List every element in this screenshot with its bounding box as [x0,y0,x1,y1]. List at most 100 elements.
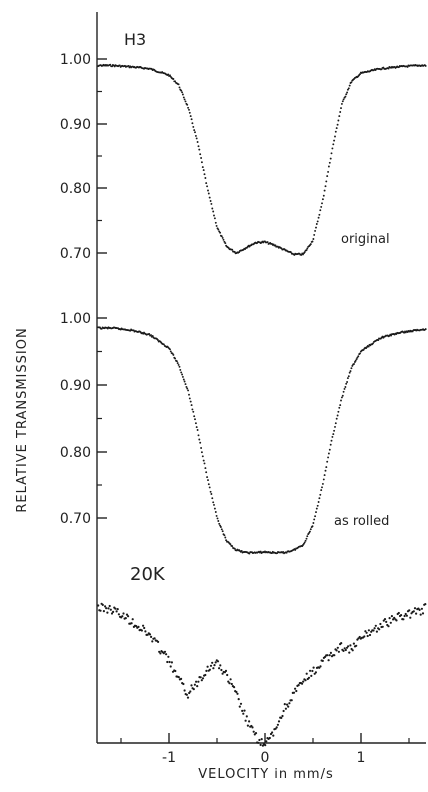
data-point [336,414,339,417]
data-point [288,702,291,705]
data-point [153,637,156,640]
data-point [424,328,427,331]
data-point [225,539,228,542]
data-point [343,387,346,390]
data-point [335,127,338,130]
data-point [248,720,251,723]
y-tick-label: 0.80 [60,181,91,197]
data-point [334,422,337,425]
data-point [196,141,199,143]
data-point [283,703,286,706]
data-point [220,528,223,531]
data-point [244,719,247,722]
data-point [259,550,262,553]
data-point [243,709,246,712]
data-point [176,362,179,365]
data-point [231,248,234,251]
data-point [170,661,173,664]
data-point [226,673,229,677]
data-point [183,98,186,101]
data-point [257,741,260,744]
data-point [351,364,354,367]
data-point [319,665,322,668]
data-point [235,690,238,694]
data-point [115,610,118,613]
data-point [198,438,201,441]
data-point [127,615,130,618]
y-ticks: 1.00 0.90 0.80 0.70 1.00 0.90 0.80 0.70 [60,52,107,527]
data-point [114,607,117,610]
data-point [327,456,330,459]
data-point [187,106,190,109]
data-point [347,645,350,648]
data-point [206,665,209,668]
data-point [192,125,195,128]
data-point [289,251,292,254]
data-point [321,202,323,205]
data-point [148,333,151,335]
data-point [364,630,367,633]
data-point [198,148,201,151]
data-point [159,652,162,655]
data-point [337,650,340,653]
data-point [102,610,105,613]
data-point [184,100,187,103]
data-point [294,687,297,690]
data-point [210,202,213,205]
data-point [349,370,352,373]
data-point [321,659,324,663]
data-point [174,80,177,83]
data-point [205,182,208,185]
data-point [169,348,171,351]
data-point [207,189,209,192]
data-point [373,627,376,630]
data-point [248,552,251,555]
data-point [212,667,215,670]
data-point [374,624,377,627]
data-point [306,535,309,538]
data-point [183,689,186,692]
data-point [321,198,324,201]
y-tick-label: 0.70 [60,246,91,262]
data-point [233,686,236,689]
data-point [201,677,205,680]
data-point [301,682,304,685]
data-point [332,143,335,146]
data-point [353,363,355,365]
data-point [363,635,366,638]
data-point [236,692,239,695]
data-point [178,365,181,368]
data-point [169,665,172,668]
data-point [355,644,358,647]
data-point [320,205,323,208]
data-point [320,489,323,492]
data-point [390,615,393,618]
data-point [277,720,281,723]
data-point [389,621,392,624]
data-point [169,74,171,77]
data-point [195,426,198,429]
data-point [350,367,353,370]
data-point [177,363,180,366]
data-point [188,111,191,114]
data-point [383,618,387,621]
data-point [174,669,177,673]
y-tick-label: 0.90 [60,378,91,394]
data-point [144,630,147,633]
data-point [199,676,202,679]
y-tick-label: 0.70 [60,511,91,527]
data-point [264,744,267,747]
data-point [315,511,317,514]
y-tick-label: 1.00 [60,52,91,68]
data-point [403,614,406,618]
data-point [156,339,159,341]
x-axis-label: VELOCITY in mm/s [198,767,334,782]
data-point [167,655,170,658]
data-point [177,83,180,86]
data-point [189,400,192,403]
data-point [200,157,203,159]
data-point [397,611,400,615]
data-point [219,664,222,667]
series-label-as-rolled: as rolled [334,514,389,529]
